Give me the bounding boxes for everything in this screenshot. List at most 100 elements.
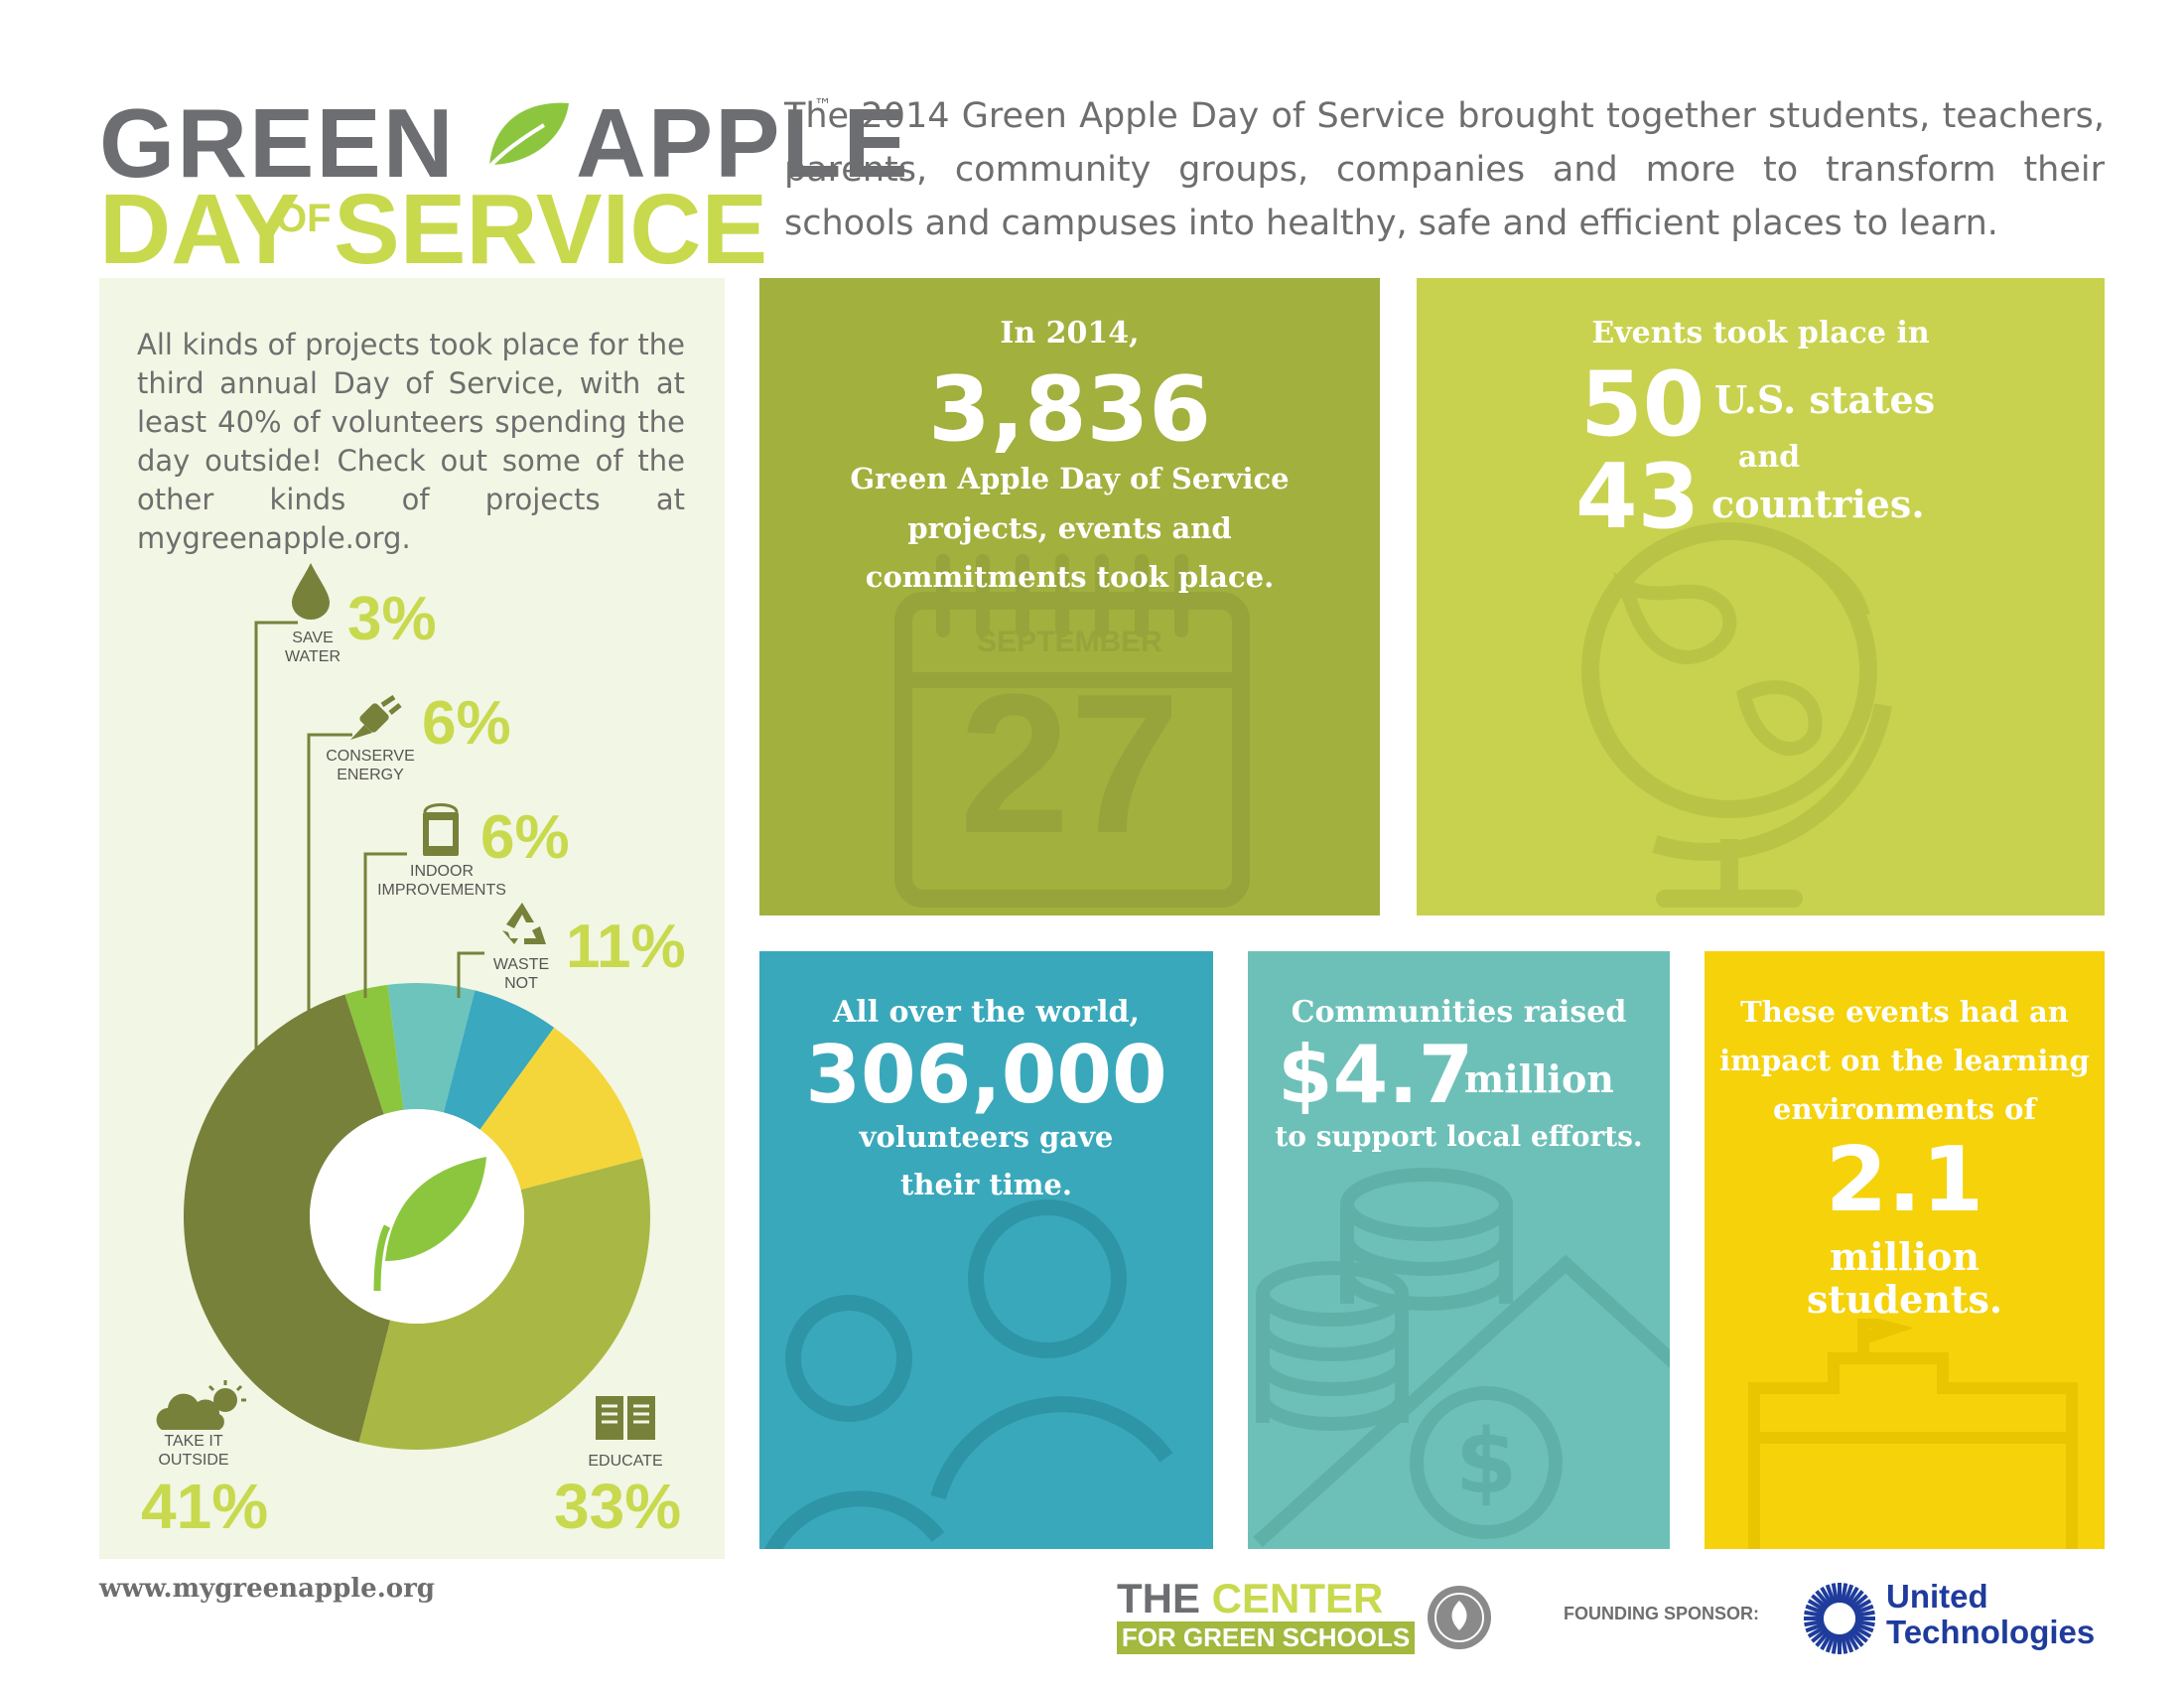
box2-and: and [1737,440,1801,475]
box2-label-states: U.S. states [1714,377,1936,422]
logo-word-green: GREEN [99,88,456,198]
footer-url[interactable]: www.mygreenapple.org [99,1574,435,1604]
label-take-it-outside: TAKE IT OUTSIDE [144,1432,243,1470]
projects-description: All kinds of projects took place for the… [137,328,685,555]
ut-ray [1847,1590,1864,1609]
ut-line2: Technologies [1886,1614,2096,1650]
label-outside-line2: OUTSIDE [158,1452,229,1469]
donut-slice-educate [358,1158,650,1450]
label-educate: EDUCATE [588,1453,663,1470]
locations-box: Events took place in 50 U.S. states and … [1417,278,2105,915]
donut-slice-waste-not [479,1027,643,1191]
usgbc-seal-icon [1428,1586,1491,1649]
logo-word-apple: APPLE [576,88,910,198]
center-logo-the: THE [1117,1575,1200,1621]
pct-conserve-energy: 6% [422,689,511,758]
cloud-sun-icon [156,1380,246,1430]
box1-number: 3,836 [928,357,1211,462]
projects-donut-chart [184,983,650,1450]
donut-slice-take-it-outside [184,994,391,1443]
ut-ray [1804,1610,1825,1618]
ut-ray [1820,1630,1834,1651]
box2-intro: Events took place in [1591,316,1930,351]
calendar-day: 27 [959,653,1180,875]
ut-ray [1831,1583,1840,1604]
logo-word-of: OF [276,197,332,240]
ut-ray [1815,1590,1832,1609]
paint-can-icon [423,803,459,856]
pct-waste-not: 11% [566,913,686,981]
label-save-water-line2: WATER [285,648,341,665]
svg-text:$: $ [1455,1410,1518,1514]
box5-line5: students. [1806,1277,2003,1322]
founding-sponsor-label: FOUNDING SPONSOR: [1564,1604,1760,1623]
pct-take-it-outside: 41% [141,1471,269,1542]
ut-ray [1831,1633,1840,1654]
label-waste-line1: WASTE [492,956,550,973]
ut-ray [1840,1633,1848,1654]
ut-ray [1811,1626,1830,1643]
center-logo-line2: FOR GREEN SCHOOLS [1117,1621,1415,1654]
globe-icon [1581,522,1892,908]
ut-ray [1845,1630,1859,1651]
volunteers-box: All over the world, 306,000 volunteers g… [759,951,1213,1549]
ut-ray [1854,1610,1875,1618]
center-logo-center: CENTER [1211,1575,1384,1621]
center-leaf-icon [385,1157,486,1261]
ut-ray [1849,1594,1868,1611]
label-conserve-energy-line2: ENERGY [337,767,404,783]
calendar-icon [894,554,1250,908]
leader-lines [254,621,484,1053]
label-indoor-improvements: INDOOR IMPROVEMENTS [367,862,516,900]
box1-line3: projects, events and [907,511,1232,545]
ut-ray [1825,1632,1837,1653]
logo-word-service: SERVICE [334,174,768,285]
label-waste-not: WASTE NOT [477,955,566,993]
box5-line2: impact on the learning [1719,1044,2090,1077]
ut-ray [1805,1621,1826,1633]
center-leaf-stem [373,1224,391,1292]
ut-ray [1804,1618,1825,1627]
ut-ray [1847,1628,1864,1647]
ut-ray [1845,1586,1859,1607]
intro-text: The 2014 Green Apple Day of Service brou… [784,96,2105,243]
calendar-month: SEPTEMBER [977,626,1162,658]
pct-indoor-improvements: 6% [480,803,570,872]
box1-line4: commitments took place. [865,560,1275,594]
trademark: ™ [814,95,832,116]
donut-slice-indoor-improvements [443,990,555,1130]
label-waste-line2: NOT [504,975,538,992]
box4-line2: to support local efforts. [1275,1120,1643,1153]
box1-line2: Green Apple Day of Service [850,462,1290,495]
projects-count-box: SEPTEMBER 27 In 2014, 3,836 Green Apple … [759,278,1380,915]
funds-box: $ Communities raised $4.7 million to sup… [1248,951,1670,1549]
label-outside-line1: TAKE IT [164,1433,223,1450]
ut-ray [1840,1583,1848,1604]
box4-unit: million [1464,1056,1614,1101]
donut-slice-conserve-energy [387,983,476,1113]
ut-ray [1849,1626,1868,1643]
book-icon [596,1396,655,1440]
ut-line1: United [1886,1578,1988,1615]
center-logo-line1: THE CENTER [1117,1577,1383,1620]
box3-number: 306,000 [805,1029,1167,1121]
pct-educate: 33% [554,1471,682,1542]
box1-intro: In 2014, [1000,316,1140,351]
water-drop-icon [292,563,330,620]
ut-ray [1851,1599,1872,1613]
center-for-green-schools-logo: THE CENTER FOR GREEN SCHOOLS [1117,1577,1514,1656]
box5-line1: These events had an [1740,995,2069,1029]
box2-num-states: 50 [1580,352,1706,457]
label-save-water-line1: SAVE [292,630,334,646]
ut-ray [1825,1584,1837,1605]
box3-line2: volunteers gave [859,1120,1114,1154]
box5-line3: environments of [1773,1092,2036,1126]
ut-ray [1854,1618,1875,1627]
label-indoor-line2: IMPROVEMENTS [377,882,506,899]
ut-ray [1843,1632,1854,1653]
label-save-water: SAVE WATER [268,629,357,666]
people-icon [764,1199,1173,1549]
box2-num-countries: 43 [1575,445,1701,549]
ut-ray [1853,1604,1874,1616]
ut-ray [1807,1599,1828,1613]
